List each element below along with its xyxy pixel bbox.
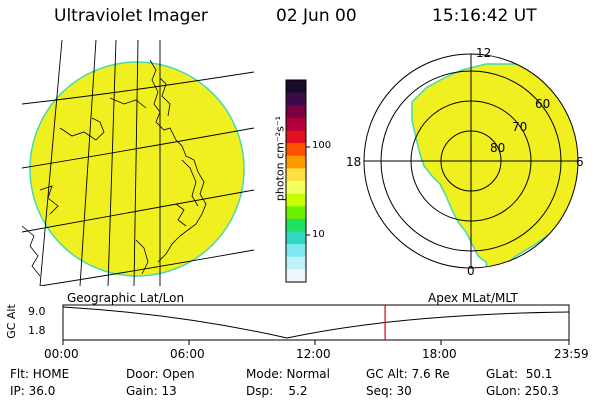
geographic-image xyxy=(22,40,254,286)
lat-lon-grid xyxy=(22,40,254,286)
mlt-label-6: 6 xyxy=(576,155,584,169)
orbit-timeline xyxy=(62,304,570,345)
timeline-frame xyxy=(62,304,570,341)
colorbar-segment xyxy=(286,130,306,144)
colorbar-unit-label: photon cm⁻²s⁻¹ xyxy=(273,115,287,202)
observation-date: 02 Jun 00 xyxy=(276,6,357,26)
colorbar-segment xyxy=(286,244,306,258)
colorbar-segment xyxy=(286,105,306,119)
colorbar-segment xyxy=(286,206,306,220)
globe-emission-disk xyxy=(29,61,245,277)
lat-label-80: 80 xyxy=(490,141,506,155)
observation-time: 15:16:42 UT xyxy=(432,6,537,26)
colorbar-segment xyxy=(286,155,306,169)
coastlines xyxy=(22,59,207,277)
colorbar-segment xyxy=(286,218,306,233)
polar-mlat-mlt-plot xyxy=(363,53,579,269)
colorbar-segment xyxy=(286,117,306,132)
colorbar-segment xyxy=(286,80,306,94)
mlt-label-12: 12 xyxy=(476,46,492,60)
status-mode: Mode: Normal xyxy=(246,367,330,381)
status-door: Door: Open xyxy=(126,367,195,381)
status-gain: Gain: 13 xyxy=(126,384,177,398)
timeline-x-tick-0600: 06:00 xyxy=(170,347,205,361)
polar-emission-region xyxy=(411,63,578,268)
colorbar-segment xyxy=(286,143,306,157)
colorbar-segment xyxy=(286,256,306,270)
timeline-x-tick-2359: 23:59 xyxy=(554,347,589,361)
timeline-y-tick-1.8: 1.8 xyxy=(28,324,46,337)
lat-label-70: 70 xyxy=(512,120,528,134)
altitude-trace xyxy=(62,306,570,339)
colorbar-segment xyxy=(286,231,306,245)
status-gc-alt: GC Alt: 7.6 Re xyxy=(366,367,450,381)
timeline-y-axis-label: GC Alt xyxy=(4,304,18,339)
colorbar-frame xyxy=(285,79,307,283)
colorbar-tick-100: 100 xyxy=(312,140,332,151)
status-dsp: Dsp: 5.2 xyxy=(246,384,308,398)
colorbar-segment xyxy=(286,181,306,195)
timeline-x-tick-0000: 00:00 xyxy=(44,347,79,361)
instrument-title: Ultraviolet Imager xyxy=(54,6,208,26)
colorbar-segment xyxy=(286,269,306,283)
colorbar-tick-10: 10 xyxy=(312,229,325,240)
intensity-colorbar xyxy=(285,79,307,283)
mlt-label-18: 18 xyxy=(346,155,362,169)
timeline-x-tick-1800: 18:00 xyxy=(422,347,457,361)
colorbar-segment xyxy=(286,168,306,182)
timeline-left-label: Geographic Lat/Lon xyxy=(67,291,185,305)
polar-grid xyxy=(363,53,579,269)
status-ip: IP: 36.0 xyxy=(10,384,56,398)
timeline-x-ticks xyxy=(62,340,570,345)
colorbar-segment xyxy=(286,193,306,207)
status-glon: GLon: 250.3 xyxy=(486,384,559,398)
mlt-label-0: 0 xyxy=(467,264,475,278)
status-seq: Seq: 30 xyxy=(366,384,412,398)
status-glat: GLat: 50.1 xyxy=(486,367,553,381)
timeline-right-label: Apex MLat/MLT xyxy=(428,291,518,305)
colorbar-segment xyxy=(286,92,306,106)
lat-label-60: 60 xyxy=(535,97,551,111)
colorbar-ticks xyxy=(306,146,310,236)
timeline-y-tick-9: 9.0 xyxy=(28,305,46,318)
timeline-x-tick-1200: 12:00 xyxy=(296,347,331,361)
status-flight: Flt: HOME xyxy=(10,367,70,381)
